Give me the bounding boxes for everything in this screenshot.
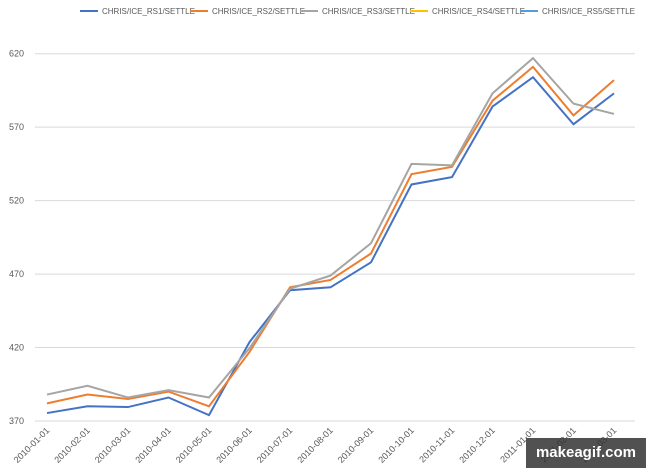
x-tick-label: 2010-04-01 bbox=[133, 425, 173, 465]
x-tick-label: 2010-11-01 bbox=[417, 425, 456, 464]
x-tick-label: 2010-01-01 bbox=[12, 425, 52, 465]
y-tick-label: 370 bbox=[9, 416, 24, 426]
x-tick-label: 2010-03-01 bbox=[93, 425, 133, 465]
x-tick-label: 2010-08-01 bbox=[295, 425, 335, 465]
y-tick-label: 520 bbox=[9, 196, 24, 206]
x-tick-label: 2010-06-01 bbox=[214, 425, 254, 465]
x-tick-label: 2010-12-01 bbox=[457, 425, 497, 465]
y-tick-label: 420 bbox=[9, 343, 24, 353]
y-tick-label: 570 bbox=[9, 122, 24, 132]
legend-label: CHRIS/ICE_RS2/SETTLE bbox=[212, 7, 305, 16]
legend-label: CHRIS/ICE_RS4/SETTLE bbox=[432, 7, 525, 16]
series-line bbox=[46, 65, 615, 408]
legend-label: CHRIS/ICE_RS1/SETTLE bbox=[102, 7, 195, 16]
x-tick-label: 2010-09-01 bbox=[336, 425, 376, 465]
series-line bbox=[46, 75, 615, 417]
series-line bbox=[46, 56, 615, 399]
legend-label: CHRIS/ICE_RS3/SETTLE bbox=[322, 7, 415, 16]
x-tick-label: 2010-07-01 bbox=[255, 425, 295, 465]
x-tick-label: 2010-10-01 bbox=[376, 425, 416, 465]
legend-label: CHRIS/ICE_RS5/SETTLE bbox=[542, 7, 635, 16]
legend: CHRIS/ICE_RS1/SETTLE CHRIS/ICE_RS2/SETTLE… bbox=[80, 7, 635, 16]
x-tick-label: 2010-02-01 bbox=[52, 425, 92, 465]
watermark: makeagif.com bbox=[536, 444, 636, 461]
watermark-bg bbox=[526, 438, 646, 468]
x-tick-label: 2010-05-01 bbox=[174, 425, 214, 465]
y-tick-label: 620 bbox=[9, 49, 24, 59]
y-tick-label: 470 bbox=[9, 269, 24, 279]
